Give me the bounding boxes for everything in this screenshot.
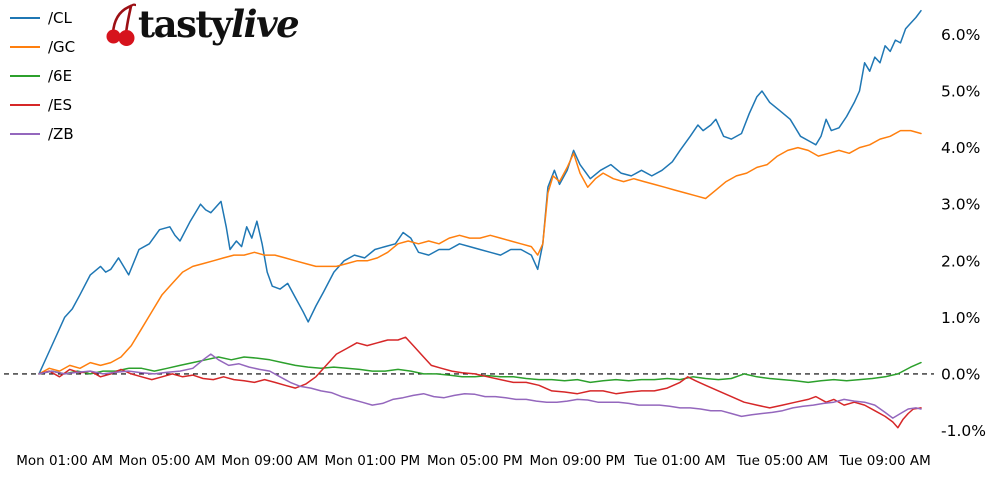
legend-label: /ES [48, 95, 73, 114]
x-tick-label: Mon 09:00 PM [530, 453, 626, 469]
x-tick-label: Mon 01:00 AM [16, 453, 113, 469]
series-line-cl [38, 9, 922, 375]
x-tick-label: Tue 01:00 AM [633, 453, 725, 469]
legend-label: /CL [48, 8, 72, 27]
y-tick-label: 3.0% [941, 196, 980, 214]
series-line-6e [38, 356, 922, 384]
series-line-es [38, 336, 922, 429]
legend-item-6e: /6E [10, 66, 75, 86]
y-tick-label: 6.0% [941, 26, 980, 44]
x-tick-label: Mon 09:00 AM [221, 453, 318, 469]
legend-label: /GC [48, 37, 76, 56]
y-tick-label: 0.0% [941, 365, 980, 383]
legend-item-zb: /ZB [10, 124, 75, 144]
brand-text-italic: live [231, 2, 300, 46]
legend-item-gc: /GC [10, 37, 75, 57]
legend-item-cl: /CL [10, 8, 75, 28]
x-tick-label: Tue 09:00 AM [838, 453, 930, 469]
x-tick-label: Mon 01:00 PM [324, 453, 420, 469]
legend-line-swatch [10, 104, 40, 106]
legend-line-swatch [10, 46, 40, 48]
y-tick-label: 4.0% [941, 139, 980, 157]
y-tick-label: 2.0% [941, 252, 980, 270]
legend-line-swatch [10, 75, 40, 77]
x-tick-label: Mon 05:00 AM [119, 453, 216, 469]
legend-line-swatch [10, 133, 40, 135]
brand-text-bold: tasty [138, 2, 233, 46]
legend-label: /6E [48, 66, 73, 85]
y-tick-label: -1.0% [941, 422, 986, 440]
series-line-gc [38, 129, 922, 375]
x-tick-label: Mon 05:00 PM [427, 453, 523, 469]
brand-wordmark: tastylive [138, 2, 300, 46]
legend-item-es: /ES [10, 95, 75, 115]
y-tick-label: 5.0% [941, 83, 980, 101]
series-line-zb [38, 353, 922, 419]
x-tick-label: Tue 05:00 AM [736, 453, 828, 469]
legend-label: /ZB [48, 124, 74, 143]
tastylive-logo: tastylive [106, 2, 300, 48]
legend-line-swatch [10, 17, 40, 19]
chart-legend: /CL/GC/6E/ES/ZB [10, 8, 75, 144]
y-tick-label: 1.0% [941, 309, 980, 327]
cherry-icon [106, 3, 136, 46]
